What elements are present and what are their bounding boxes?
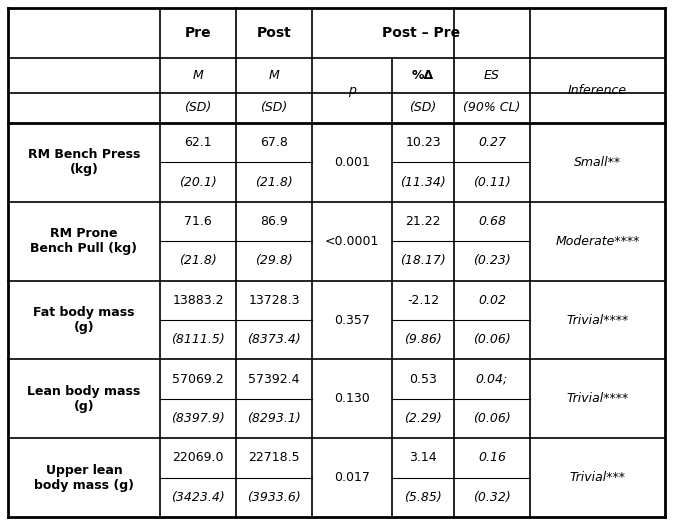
Text: 3.14: 3.14 <box>409 452 437 465</box>
Text: (0.32): (0.32) <box>473 491 511 504</box>
Text: Upper lean
body mass (g): Upper lean body mass (g) <box>34 464 134 491</box>
Text: RM Prone
Bench Pull (kg): RM Prone Bench Pull (kg) <box>30 227 137 255</box>
Text: 57392.4: 57392.4 <box>248 373 299 385</box>
Text: Moderate****: Moderate**** <box>555 235 640 248</box>
Text: Fat body mass
(g): Fat body mass (g) <box>33 306 135 334</box>
Text: Trivial****: Trivial**** <box>567 392 629 405</box>
Text: (8373.4): (8373.4) <box>247 333 301 346</box>
Text: M: M <box>269 69 279 82</box>
Text: 0.357: 0.357 <box>334 313 370 327</box>
Text: <0.0001: <0.0001 <box>325 235 379 248</box>
Text: 0.68: 0.68 <box>478 215 506 228</box>
Text: Trivial****: Trivial**** <box>567 313 629 327</box>
Text: 10.23: 10.23 <box>405 136 441 149</box>
Text: (SD): (SD) <box>260 101 287 114</box>
Text: Pre: Pre <box>184 26 211 40</box>
Text: (21.8): (21.8) <box>255 175 293 188</box>
Text: (21.8): (21.8) <box>179 255 217 267</box>
Text: 22718.5: 22718.5 <box>248 452 299 465</box>
Text: 0.27: 0.27 <box>478 136 506 149</box>
Text: (2.29): (2.29) <box>404 412 442 425</box>
Text: 57069.2: 57069.2 <box>172 373 224 385</box>
Text: 71.6: 71.6 <box>184 215 212 228</box>
Text: 0.53: 0.53 <box>409 373 437 385</box>
Text: %Δ: %Δ <box>412 69 434 82</box>
Text: Lean body mass
(g): Lean body mass (g) <box>28 385 141 413</box>
Text: 0.02: 0.02 <box>478 294 506 307</box>
Text: Small**: Small** <box>574 156 621 169</box>
Text: (0.23): (0.23) <box>473 255 511 267</box>
Text: (0.11): (0.11) <box>473 175 511 188</box>
Text: p: p <box>348 84 356 97</box>
Text: 0.130: 0.130 <box>334 392 370 405</box>
Text: 0.16: 0.16 <box>478 452 506 465</box>
Text: (9.86): (9.86) <box>404 333 442 346</box>
Text: 13883.2: 13883.2 <box>172 294 223 307</box>
Text: RM Bench Press
(kg): RM Bench Press (kg) <box>28 149 140 176</box>
Text: (11.34): (11.34) <box>400 175 446 188</box>
Text: ES: ES <box>484 69 500 82</box>
Text: (29.8): (29.8) <box>255 255 293 267</box>
Text: Post – Pre: Post – Pre <box>382 26 460 40</box>
Text: (0.06): (0.06) <box>473 412 511 425</box>
Text: (8111.5): (8111.5) <box>171 333 225 346</box>
Text: (20.1): (20.1) <box>179 175 217 188</box>
Text: (8293.1): (8293.1) <box>247 412 301 425</box>
Text: 0.04;: 0.04; <box>476 373 508 385</box>
Text: -2.12: -2.12 <box>407 294 439 307</box>
Text: 22069.0: 22069.0 <box>172 452 223 465</box>
Text: Trivial***: Trivial*** <box>569 471 625 484</box>
Text: 13728.3: 13728.3 <box>248 294 299 307</box>
Text: 0.017: 0.017 <box>334 471 370 484</box>
Text: Inference: Inference <box>568 84 627 97</box>
Text: (SD): (SD) <box>409 101 437 114</box>
Text: 21.22: 21.22 <box>405 215 441 228</box>
Text: (SD): (SD) <box>184 101 211 114</box>
Text: M: M <box>192 69 203 82</box>
Text: (8397.9): (8397.9) <box>171 412 225 425</box>
Text: (0.06): (0.06) <box>473 333 511 346</box>
Text: Post: Post <box>256 26 291 40</box>
Text: (18.17): (18.17) <box>400 255 446 267</box>
Text: 67.8: 67.8 <box>260 136 288 149</box>
Text: (3933.6): (3933.6) <box>247 491 301 504</box>
Text: 86.9: 86.9 <box>260 215 288 228</box>
Text: (90% CL): (90% CL) <box>463 101 521 114</box>
Text: 62.1: 62.1 <box>184 136 212 149</box>
Text: (5.85): (5.85) <box>404 491 442 504</box>
Text: (3423.4): (3423.4) <box>171 491 225 504</box>
Text: 0.001: 0.001 <box>334 156 370 169</box>
